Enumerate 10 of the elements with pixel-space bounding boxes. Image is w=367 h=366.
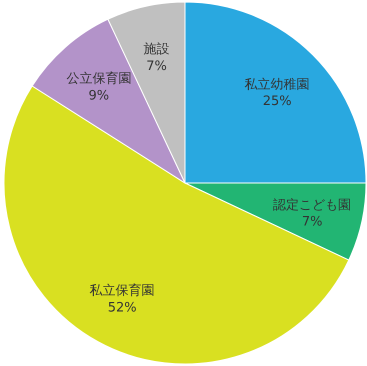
data-label: 25% xyxy=(262,94,292,110)
data-label: 7% xyxy=(302,214,322,230)
data-label: 52% xyxy=(108,300,137,316)
slice-label: 私立保育園 xyxy=(90,282,155,299)
slice-label: 認定こども園 xyxy=(273,198,352,213)
data-label: 9% xyxy=(88,88,110,104)
slice-label: 私立幼稚園 xyxy=(244,76,310,92)
slice-label: 公立保育園 xyxy=(66,70,132,87)
data-label: 7% xyxy=(146,59,167,74)
slice-label: 施設 xyxy=(144,42,170,58)
